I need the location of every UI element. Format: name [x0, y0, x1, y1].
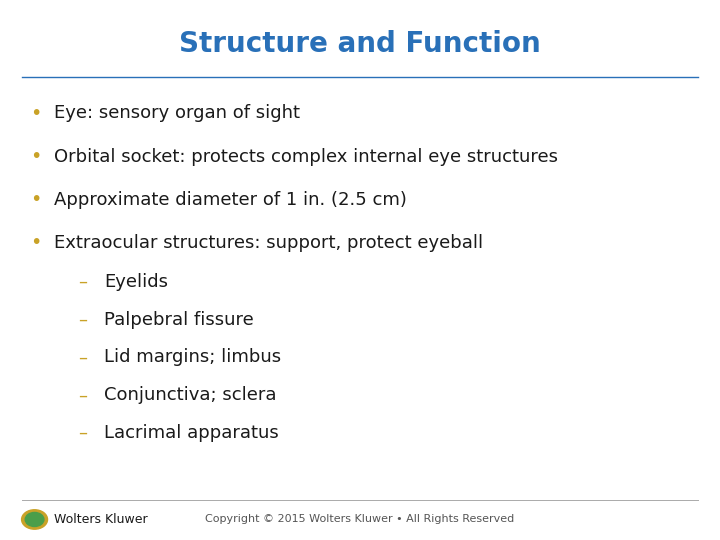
Text: •: •: [30, 147, 42, 166]
Text: Eyelids: Eyelids: [104, 273, 168, 291]
Text: –: –: [78, 348, 87, 367]
Text: –: –: [78, 386, 87, 404]
Text: Structure and Function: Structure and Function: [179, 30, 541, 58]
Text: Approximate diameter of 1 in. (2.5 cm): Approximate diameter of 1 in. (2.5 cm): [54, 191, 407, 209]
Circle shape: [22, 510, 48, 529]
Circle shape: [25, 512, 44, 526]
Text: Extraocular structures: support, protect eyeball: Extraocular structures: support, protect…: [54, 234, 483, 252]
Text: •: •: [30, 190, 42, 210]
Text: Palpebral fissure: Palpebral fissure: [104, 310, 254, 329]
Text: –: –: [78, 424, 87, 442]
Text: •: •: [30, 104, 42, 123]
Text: –: –: [78, 273, 87, 291]
Text: Wolters Kluwer: Wolters Kluwer: [54, 513, 148, 526]
Text: Lacrimal apparatus: Lacrimal apparatus: [104, 424, 279, 442]
Text: •: •: [30, 233, 42, 253]
Text: Eye: sensory organ of sight: Eye: sensory organ of sight: [54, 104, 300, 123]
Text: Conjunctiva; sclera: Conjunctiva; sclera: [104, 386, 277, 404]
Text: Lid margins; limbus: Lid margins; limbus: [104, 348, 282, 367]
Text: Orbital socket: protects complex internal eye structures: Orbital socket: protects complex interna…: [54, 147, 558, 166]
Text: Copyright © 2015 Wolters Kluwer • All Rights Reserved: Copyright © 2015 Wolters Kluwer • All Ri…: [205, 515, 515, 524]
Text: –: –: [78, 310, 87, 329]
